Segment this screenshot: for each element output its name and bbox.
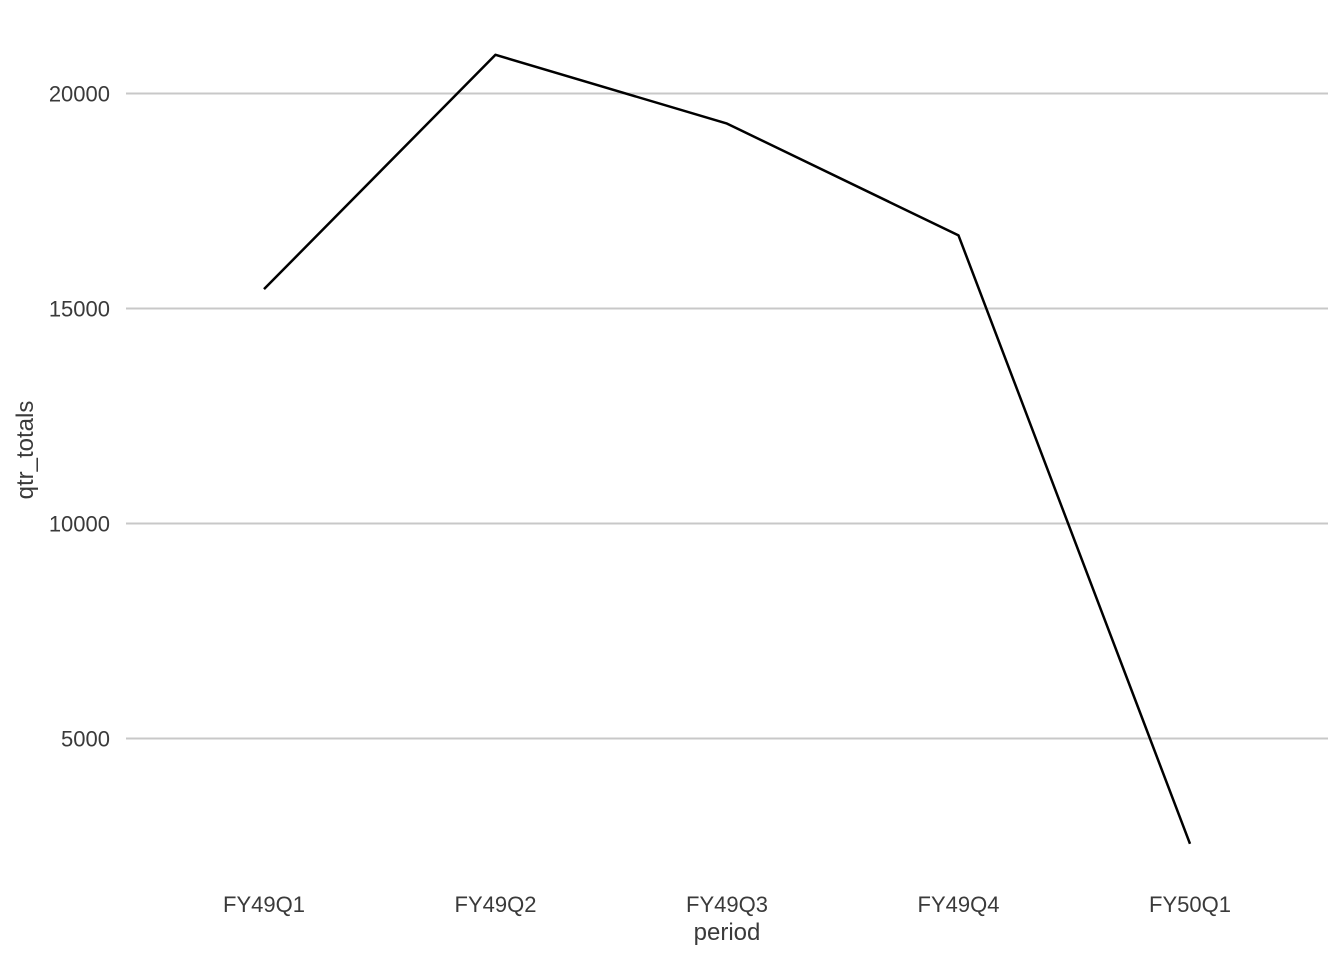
x-tick-label: FY49Q4 (918, 892, 1000, 917)
x-tick-label: FY49Q1 (223, 892, 305, 917)
y-axis-ticks: 5000 10000 15000 20000 (49, 82, 110, 752)
x-tick-label: FY50Q1 (1149, 892, 1231, 917)
x-tick-label: FY49Q3 (686, 892, 768, 917)
series-layer (263, 53, 1192, 845)
y-tick-label: 15000 (49, 297, 110, 322)
gridlines (126, 92, 1328, 740)
y-axis-title: qtr_totals (12, 401, 39, 500)
y-tick-label: 10000 (49, 512, 110, 537)
series-line (263, 53, 1192, 845)
y-tick-label: 5000 (61, 727, 110, 752)
x-axis-title: period (694, 919, 761, 946)
x-axis-ticks: FY49Q1 FY49Q2 FY49Q3 FY49Q4 FY50Q1 (223, 892, 1231, 917)
x-tick-label: FY49Q2 (455, 892, 537, 917)
y-tick-label: 20000 (49, 82, 110, 107)
